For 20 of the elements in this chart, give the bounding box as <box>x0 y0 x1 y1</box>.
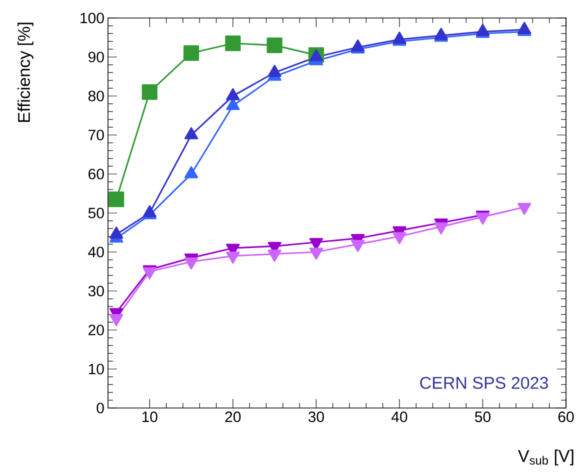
y-tick-label: 50 <box>88 208 104 218</box>
y-tick-label: 30 <box>88 286 104 296</box>
x-tick-label: 10 <box>142 412 158 422</box>
x-tick-label: 50 <box>474 412 490 422</box>
x-tick-label: 40 <box>391 412 408 422</box>
x-tick-label: 60 <box>558 412 574 422</box>
y-tick-label: 80 <box>88 90 104 102</box>
x-axis-title: V$_{sub}$ [V] <box>518 450 574 466</box>
annotation: CERN SPS 2023 <box>420 376 548 389</box>
x-tick-label: 30 <box>308 412 324 422</box>
x-tick-label: 20 <box>225 412 241 422</box>
y-tick-label: 70 <box>88 130 104 140</box>
y-axis-title: Efficiency [%] <box>18 22 34 122</box>
y-tick-label: 60 <box>88 168 104 180</box>
y-tick-label: 100 <box>80 12 104 24</box>
y-tick-label: 10 <box>88 364 104 374</box>
y-tick-label: 20 <box>88 324 104 336</box>
y-tick-label: 0 <box>96 402 104 414</box>
y-tick-label: 90 <box>88 52 104 62</box>
y-tick-label: 40 <box>88 246 104 258</box>
